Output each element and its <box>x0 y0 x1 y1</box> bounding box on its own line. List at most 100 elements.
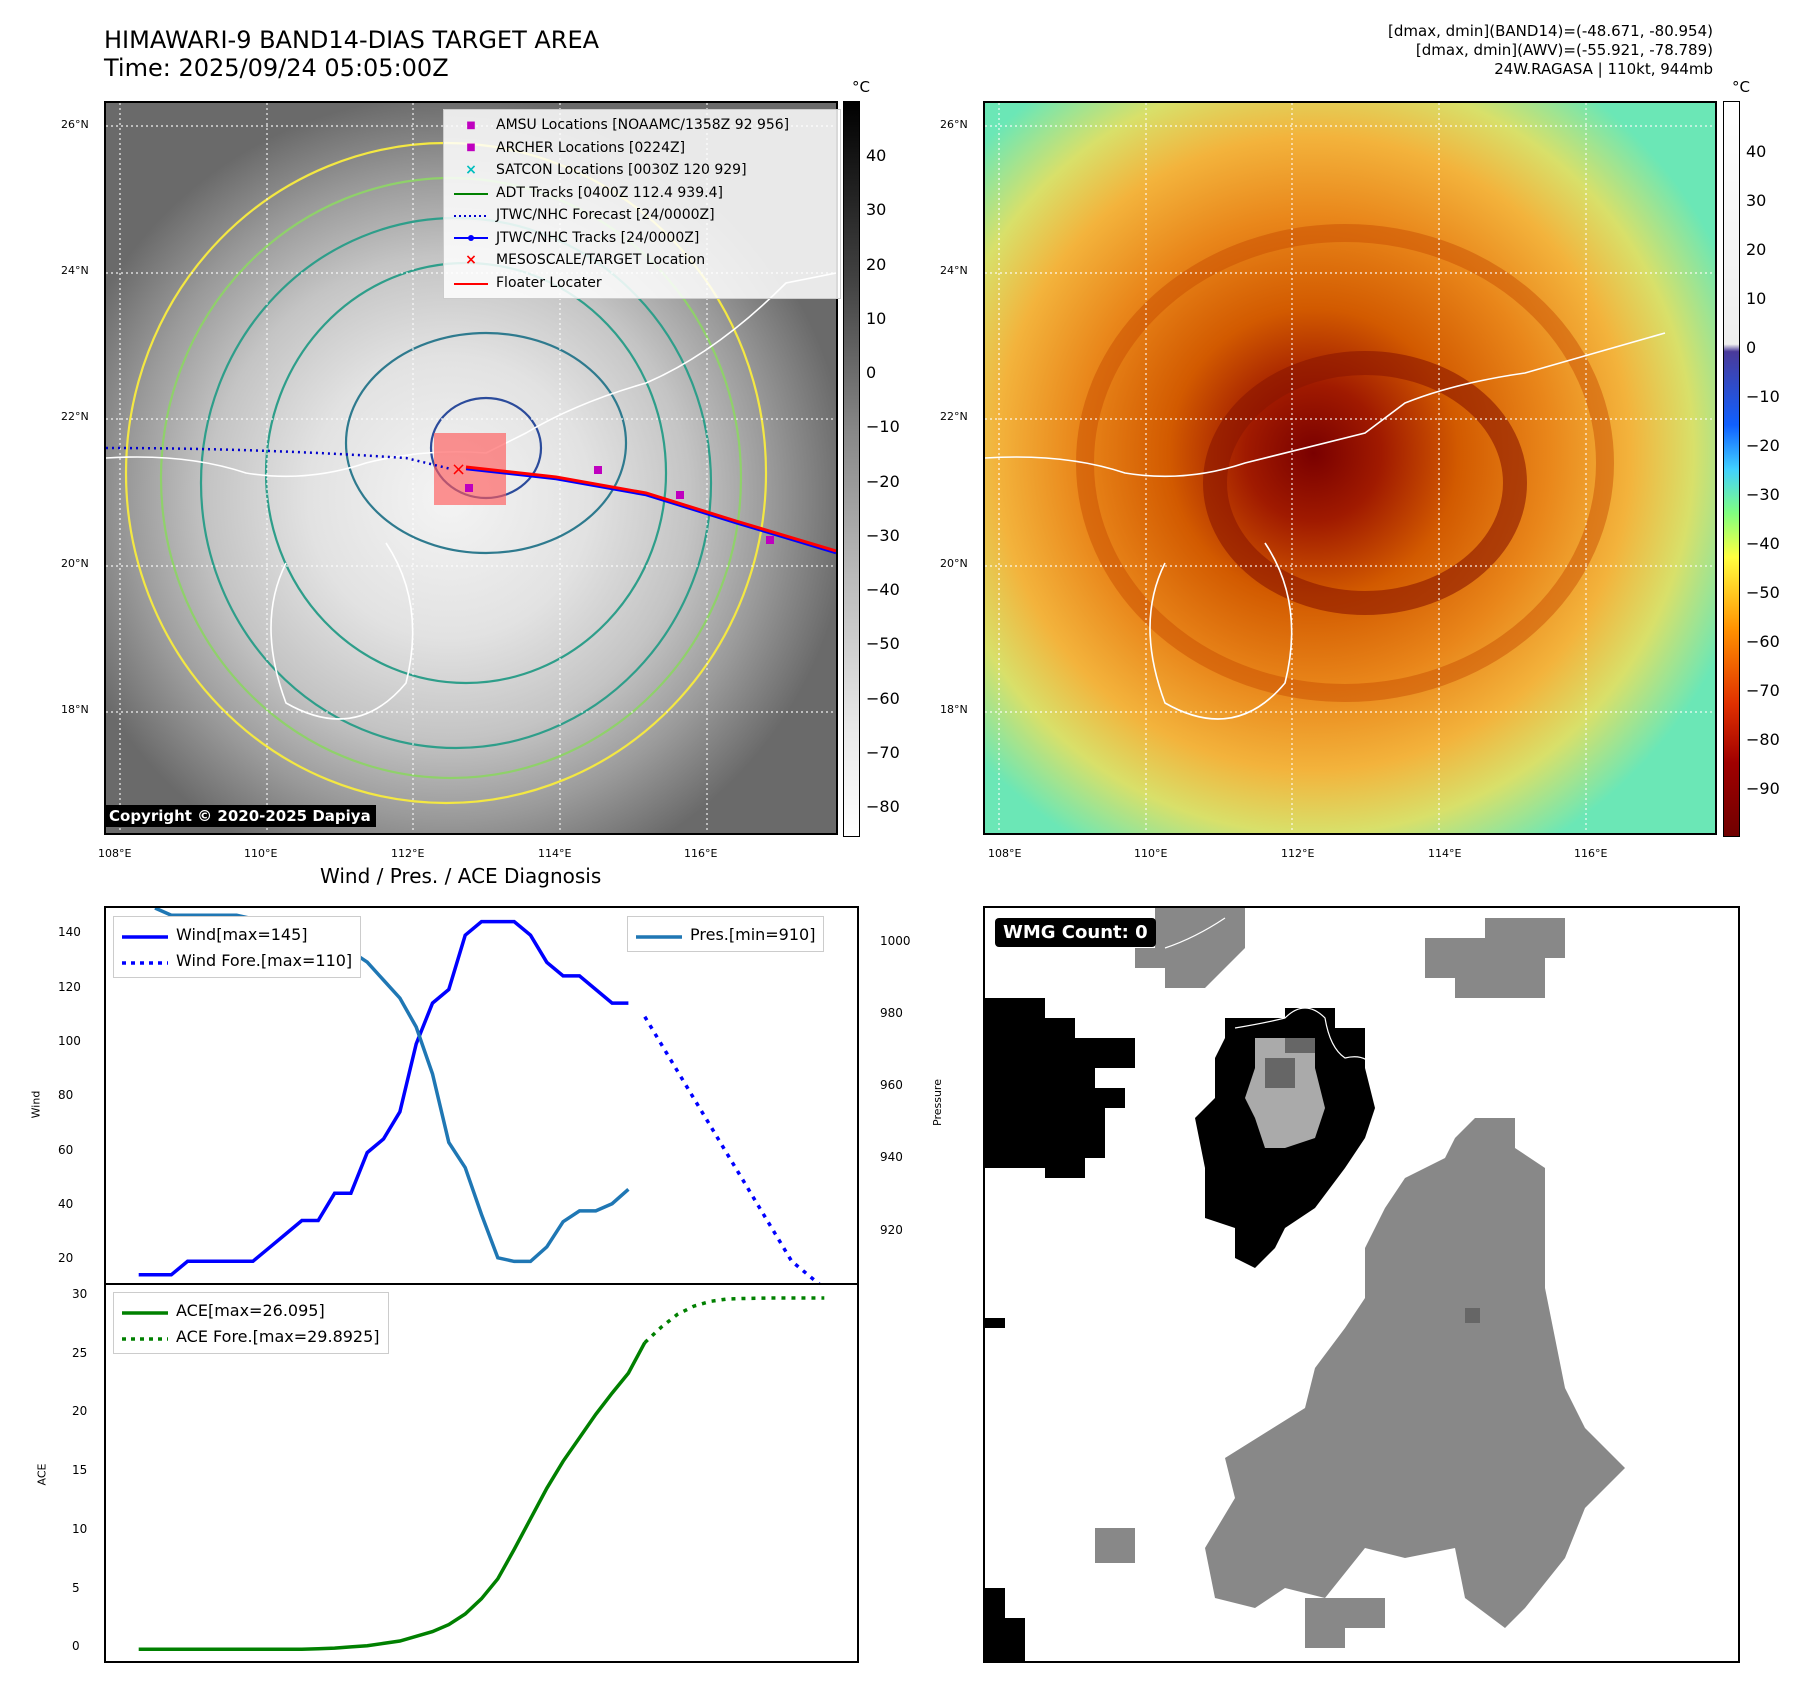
diagnosis-title: Wind / Pres. / ACE Diagnosis <box>320 864 602 888</box>
info-line-2: [dmax, dmin](AWV)=(-55.921, -78.789) <box>1415 41 1713 59</box>
gray-colorbar-tick-label: 0 <box>866 363 877 382</box>
wind-tick-label: 140 <box>58 925 81 940</box>
legend-label: ARCHER Locations [0224Z] <box>496 139 686 156</box>
x-marker-icon: × <box>465 162 477 179</box>
figure-title: HIMAWARI-9 BAND14-DIAS TARGET AREA Time:… <box>104 26 599 82</box>
lon-tick-label: 114°E <box>1428 847 1462 860</box>
title-line-1: HIMAWARI-9 BAND14-DIAS TARGET AREA <box>104 26 600 54</box>
gray-colorbar-tick-label: −80 <box>866 797 900 816</box>
gray-colorbar-tick-label: −10 <box>866 417 900 437</box>
pressure-tick-label: 920 <box>880 1222 903 1237</box>
lat-tick-label: 24°N <box>940 264 968 277</box>
pressure-tick-label: 940 <box>880 1150 903 1165</box>
color-colorbar-tick-label: −50 <box>1746 583 1780 602</box>
color-ir-map-panel <box>983 101 1717 835</box>
square-marker-icon: ■ <box>466 142 476 154</box>
color-colorbar-tick-label: −60 <box>1746 632 1780 651</box>
info-line-3: 24W.RAGASA | 110kt, 944mb <box>1494 60 1713 78</box>
wind-legend: Wind[max=145] Wind Fore.[max=110] <box>113 916 362 978</box>
wind-tick-label: 20 <box>58 1251 74 1266</box>
ace-tick-label: 5 <box>72 1580 80 1595</box>
legend-item: Floater Locater <box>452 272 832 295</box>
legend-label: AMSU Locations [NOAAMC/1358Z 92 956] <box>496 117 790 134</box>
color-colorbar-tick-label: −30 <box>1746 485 1780 504</box>
gray-colorbar-tick-label: −40 <box>866 580 900 599</box>
lat-tick-label: 18°N <box>940 703 968 716</box>
ace-series-line <box>138 1341 647 1652</box>
lat-tick-label: 22°N <box>940 410 968 423</box>
wind-pressure-chart <box>138 908 821 1283</box>
wind-tick-label: 80 <box>58 1088 74 1103</box>
legend-label: Wind[max=145] <box>176 924 308 944</box>
legend-label: JTWC/NHC Tracks [24/0000Z] <box>496 229 700 246</box>
color-colorbar-tick-label: 30 <box>1746 191 1767 210</box>
legend-item: JTWC/NHC Forecast [24/0000Z] <box>452 204 832 227</box>
line-icon <box>636 925 682 944</box>
gray-colorbar-tick-label: −70 <box>866 742 900 762</box>
legend-item: JTWC/NHC Tracks [24/0000Z] <box>452 227 832 250</box>
wind-tick-label: 60 <box>58 1142 74 1157</box>
legend-label: SATCON Locations [0030Z 120 929] <box>496 162 747 179</box>
gray-colorbar-tick-label: −30 <box>866 525 900 545</box>
dotted-line-icon <box>122 951 168 970</box>
square-marker-icon: ■ <box>466 119 476 131</box>
gray-colorbar-tick-label: −50 <box>866 634 900 654</box>
line-icon <box>452 185 490 201</box>
color-colorbar-tick-label: −10 <box>1746 387 1780 406</box>
color-colorbar-tick-label: 0 <box>1746 338 1757 357</box>
color-ir-map-image <box>985 103 1715 833</box>
lon-tick-label: 112°E <box>391 847 425 860</box>
color-colorbar-tick-label: −90 <box>1746 779 1780 798</box>
dotted-line-icon <box>452 207 490 223</box>
legend-item: × MESOSCALE/TARGET Location <box>452 249 832 272</box>
gray-colorbar-unit: °C <box>852 78 870 96</box>
wmg-grid-image <box>985 908 1625 1661</box>
lon-tick-label: 114°E <box>538 847 572 860</box>
lon-tick-label: 116°E <box>1574 847 1608 860</box>
line-icon <box>452 275 490 291</box>
pressure-tick-label: 980 <box>880 1006 903 1021</box>
legend-item: Pres.[min=910] <box>636 921 815 947</box>
line-dot-icon <box>452 230 490 246</box>
pressure-tick-label: 1000 <box>880 934 911 949</box>
target-marker: × <box>451 459 466 480</box>
legend-item: ACE[max=26.095] <box>122 1297 380 1323</box>
lat-tick-label: 26°N <box>61 118 89 131</box>
map-legend: ■ AMSU Locations [NOAAMC/1358Z 92 956] ■ A… <box>443 109 841 299</box>
pressure-tick-label: 960 <box>880 1078 903 1093</box>
legend-item: ACE Fore.[max=29.8925] <box>122 1323 380 1349</box>
lon-tick-label: 116°E <box>684 847 718 860</box>
ace-forecast-series-line <box>643 1296 825 1344</box>
legend-label: Wind Fore.[max=110] <box>176 950 353 970</box>
legend-label: Floater Locater <box>496 274 602 291</box>
legend-item: ■ AMSU Locations [NOAAMC/1358Z 92 956] <box>452 114 832 137</box>
ace-chart <box>138 1296 825 1652</box>
gray-colorbar <box>843 101 860 837</box>
line-icon <box>122 925 168 944</box>
lat-tick-label: 20°N <box>61 557 89 570</box>
lat-tick-label: 20°N <box>940 557 968 570</box>
dotted-line-icon <box>122 1327 168 1346</box>
color-colorbar-tick-label: −40 <box>1746 534 1780 553</box>
title-line-2: Time: 2025/09/24 05:05:00Z <box>104 54 449 82</box>
lon-tick-label: 112°E <box>1281 847 1315 860</box>
info-line-1: [dmax, dmin](BAND14)=(-48.671, -80.954) <box>1388 22 1713 40</box>
lon-tick-label: 110°E <box>244 847 278 860</box>
ace-legend: ACE[max=26.095] ACE Fore.[max=29.8925] <box>113 1292 389 1354</box>
ace-tick-label: 25 <box>72 1345 88 1360</box>
color-colorbar-tick-label: 10 <box>1746 289 1767 308</box>
amsu-markers <box>465 466 774 544</box>
line-icon <box>122 1301 168 1320</box>
color-colorbar-tick-label: −80 <box>1746 730 1780 749</box>
ace-tick-label: 0 <box>72 1639 80 1654</box>
legend-item: Wind Fore.[max=110] <box>122 947 352 973</box>
pressure-series-line <box>154 908 630 1264</box>
color-colorbar-tick-label: 20 <box>1746 240 1767 259</box>
floater-track <box>465 465 836 553</box>
color-colorbar-tick-label: −20 <box>1746 436 1780 455</box>
lon-tick-label: 108°E <box>98 847 132 860</box>
x-marker-icon: × <box>465 252 477 269</box>
legend-label: ACE[max=26.095] <box>176 1300 325 1320</box>
gray-colorbar-tick-label: 10 <box>866 308 887 328</box>
ace-tick-label: 30 <box>72 1286 88 1301</box>
